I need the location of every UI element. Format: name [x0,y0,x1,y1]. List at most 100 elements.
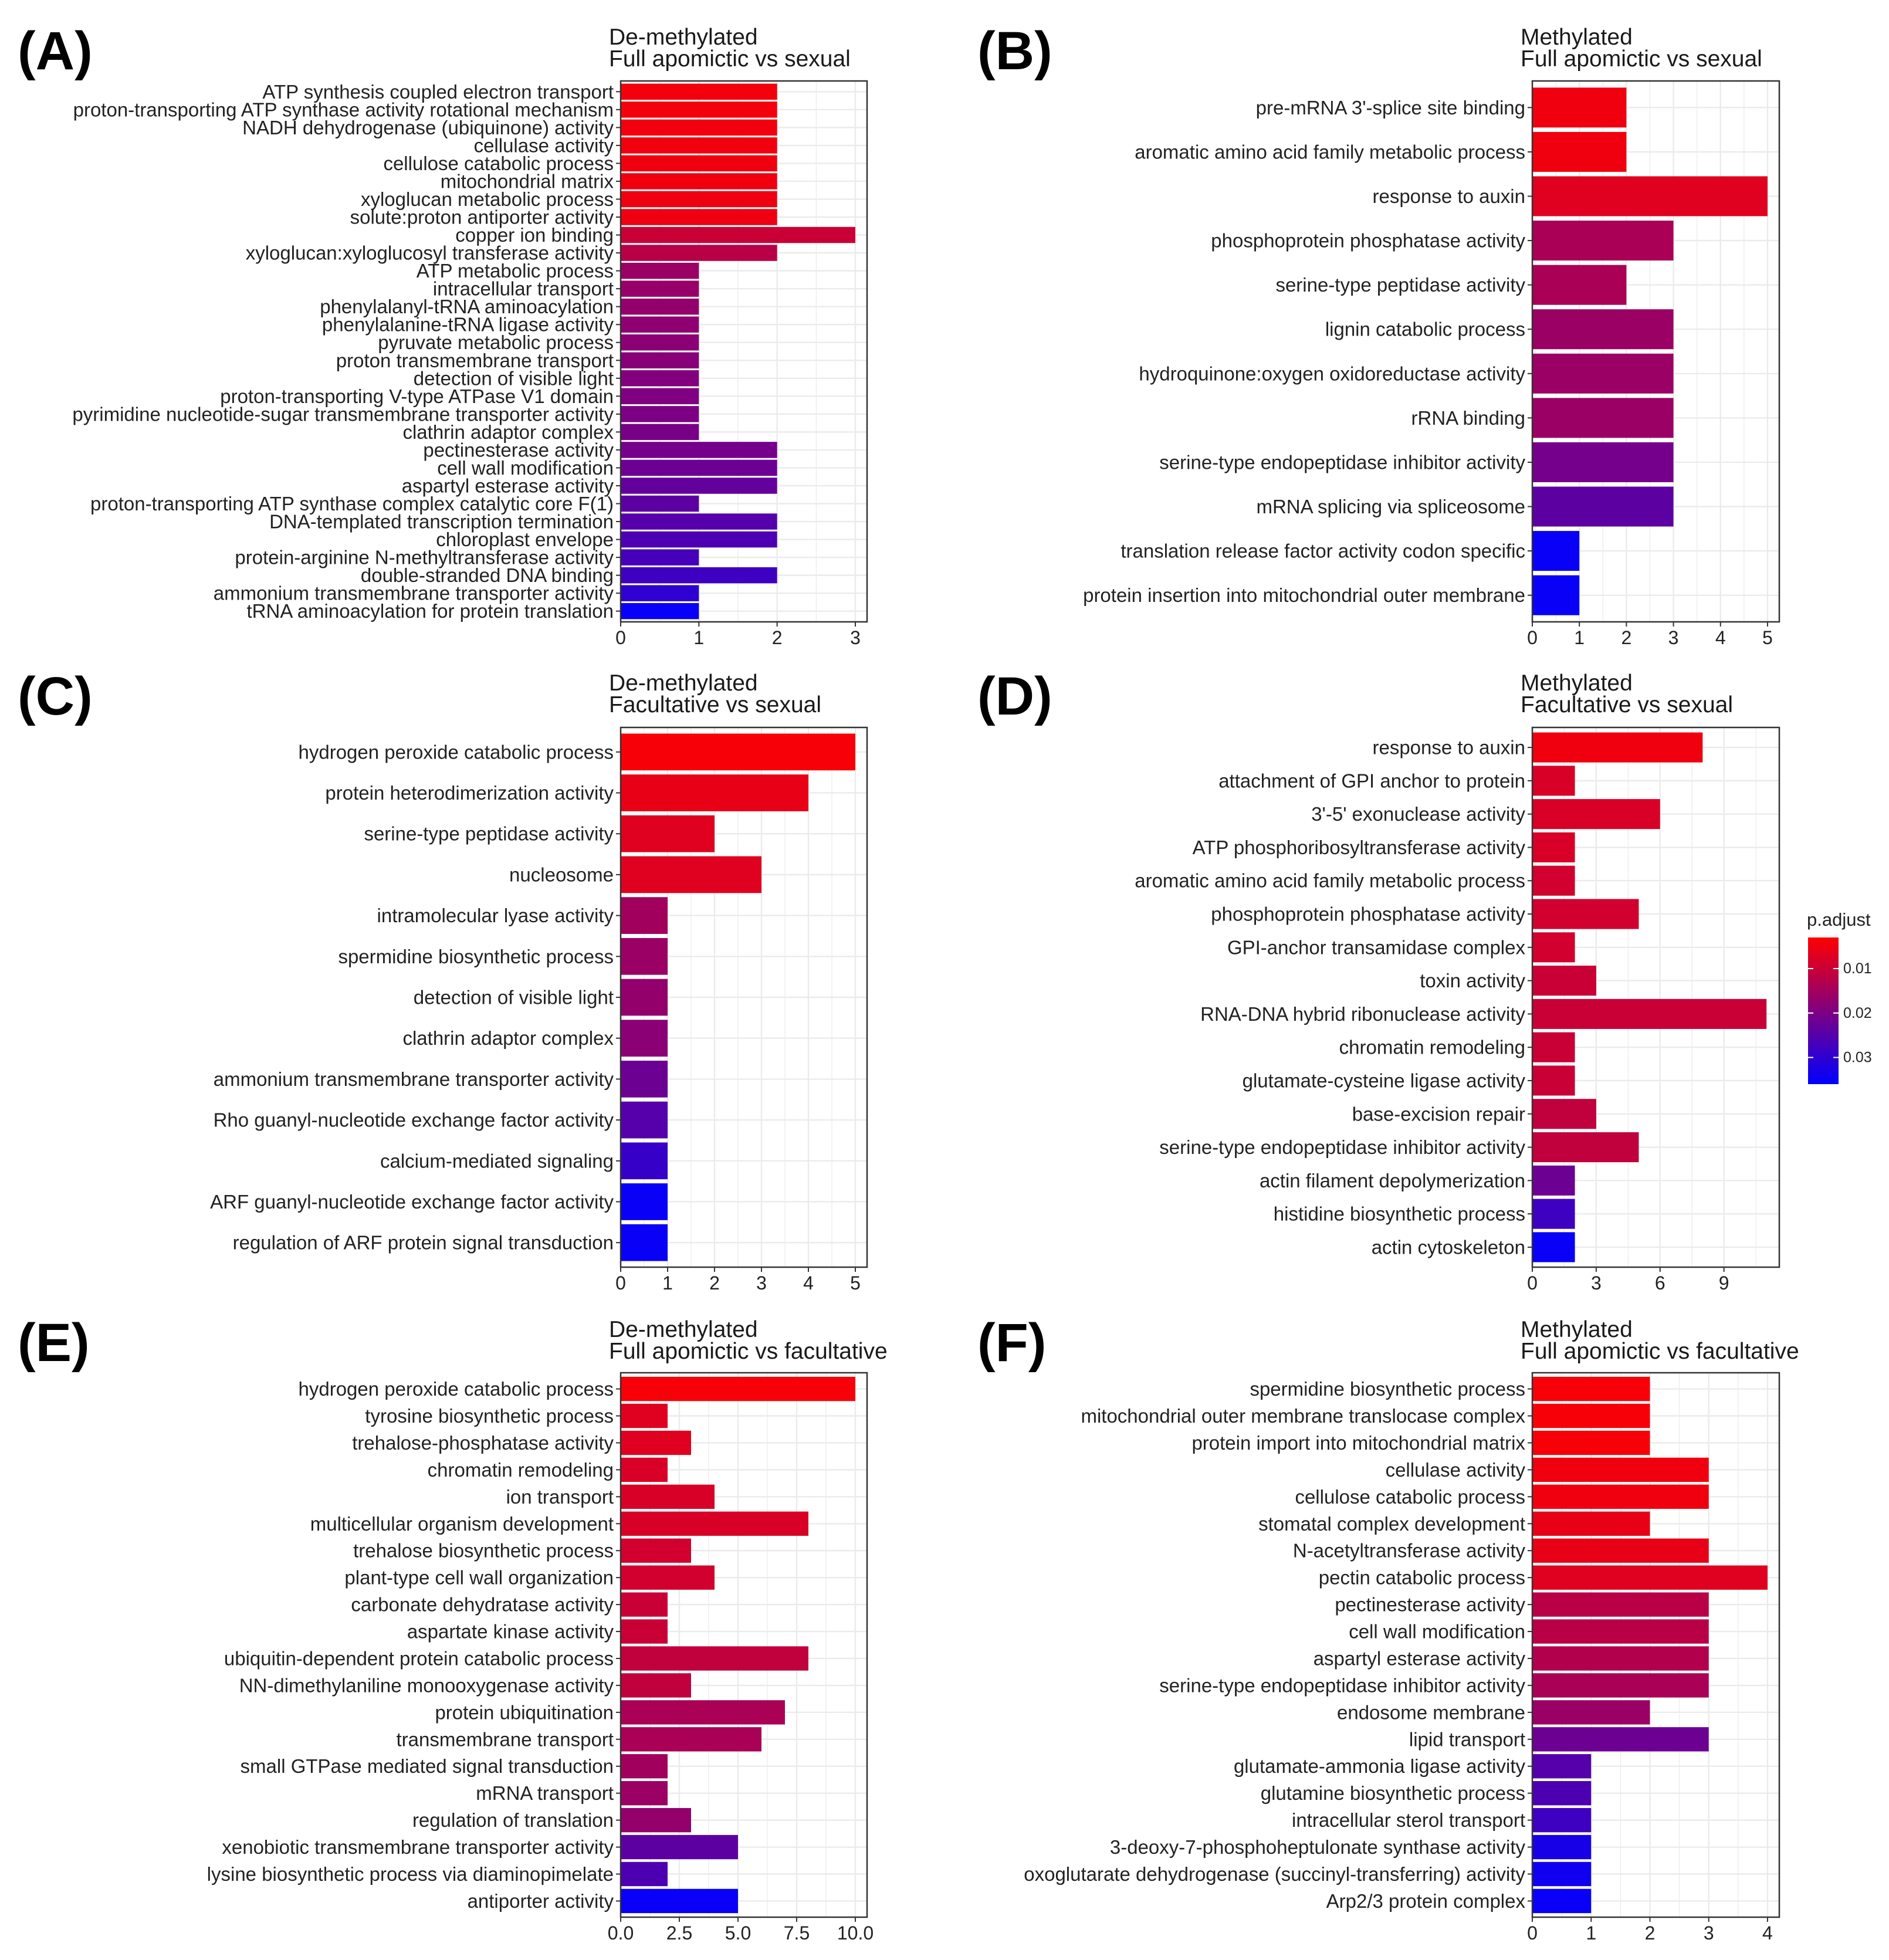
category-label: lysine biosynthetic process via diaminop… [207,1863,614,1885]
category-label: lipid transport [1409,1728,1525,1750]
bar-atp-synthesis-coupled-electron-transport [621,83,777,100]
bar-glutamate-cysteine-ligase-activity [1532,1065,1575,1096]
category-label: chromatin remodeling [1339,1037,1525,1058]
category-label: stomatal complex development [1258,1513,1525,1535]
category-label: response to auxin [1372,737,1525,759]
category-label: NN-dimethylaniline monooxygenase activit… [239,1674,614,1696]
category-label: endosome membrane [1337,1701,1525,1723]
bar-glutamine-biosynthetic-process [1532,1781,1592,1806]
category-label: mitochondrial matrix [441,170,614,192]
category-label: xyloglucan metabolic process [361,188,614,210]
panel-subtitle: Full apomictic vs facultative [1521,1339,1799,1364]
x-tick-label: 1 [1574,627,1585,648]
bar-serine-type-endopeptidase-inhibitor-activity [1532,1132,1639,1163]
bar-aromatic-amino-acid-family-metabolic-process [1532,131,1627,172]
category-label: translation release factor activity codo… [1120,540,1525,562]
bar-antiporter-activity [621,1888,738,1914]
bar-pyruvate-metabolic-process [621,334,699,351]
bar-chloroplast-envelope [621,531,777,548]
bar-3-deoxy-7-phosphoheptulonate-synthase-activity [1532,1834,1592,1860]
bar-protein-heterodimerization-activity [621,774,808,811]
bar-proton-transporting-atp-synthase-activity-rotational-mechani [621,101,777,118]
legend-tick-label: 0.02 [1843,1005,1872,1021]
category-label: spermidine biosynthetic process [1250,1378,1525,1400]
category-label: phenylalanine-tRNA ligase activity [322,314,614,336]
legend-tick-label: 0.03 [1843,1050,1872,1066]
x-tick-label: 0 [1527,627,1538,648]
category-label: ATP metabolic process [417,260,614,282]
x-tick-label: 2 [772,627,783,648]
category-label: response to auxin [1372,185,1525,207]
category-label: serine-type endopeptidase inhibitor acti… [1159,1674,1525,1696]
category-label: mRNA transport [476,1782,614,1804]
bar-ammonium-transmembrane-transporter-activity [621,585,699,601]
category-label: DNA-templated transcription termination [269,511,614,533]
category-label: small GTPase mediated signal transductio… [241,1755,614,1777]
plot-border [619,80,868,623]
bar-cellulase-activity [621,137,777,154]
category-label: ARF guanyl-nucleotide exchange factor ac… [210,1191,614,1213]
category-label: NADH dehydrogenase (ubiquinone) activity [242,117,614,138]
bar-cellulase-activity [1532,1457,1709,1482]
category-label: chloroplast envelope [436,529,614,550]
x-tick-label: 2.5 [666,1922,692,1944]
category-label: pectin catabolic process [1319,1567,1525,1589]
bar-calcium-mediated-signaling [621,1142,668,1180]
legend-tick-label: 0.01 [1843,960,1872,977]
bar-protein-import-into-mitochondrial-matrix [1532,1430,1650,1455]
category-label: lignin catabolic process [1325,319,1525,340]
bar-translation-release-factor-activity-codon-specific [1532,531,1580,571]
category-label: protein import into mitochondrial matrix [1191,1432,1525,1454]
x-tick-label: 3 [850,627,861,648]
panel-subtitle: Full apomictic vs sexual [609,46,851,72]
panel-subtitle: Facultative vs sexual [609,692,821,717]
bar-rho-guanyl-nucleotide-exchange-factor-activity [621,1101,668,1139]
category-label: cell wall modification [437,457,614,479]
x-tick-label: 1 [693,627,704,648]
panel-letter: (D) [977,666,1052,726]
category-label: N-acetyltransferase activity [1293,1540,1526,1562]
bar-serine-type-endopeptidase-inhibitor-activity [1532,1673,1709,1698]
bar-cell-wall-modification [621,459,777,476]
legend-title: p.adjust [1807,909,1871,930]
x-tick-label: 2 [709,1272,720,1294]
panel-letter: (A) [18,21,93,81]
x-tick-label: 0 [615,627,626,648]
bar-nucleosome [621,856,761,893]
bar-hydrogen-peroxide-catabolic-process [621,733,855,771]
category-label: protein insertion into mitochondrial out… [1083,584,1525,606]
category-label: glutamate-ammonia ligase activity [1234,1755,1526,1777]
bar-cell-wall-modification [1532,1619,1709,1644]
category-label: rRNA binding [1411,407,1525,429]
bar-nadh-dehydrogenase-ubiquinone-activity [621,119,777,136]
bar-atp-metabolic-process [621,262,699,279]
category-label: intracellular transport [433,278,614,300]
legend-colorbar [1808,937,1839,1084]
bar-xyloglucan-metabolic-process [621,191,777,208]
category-label: proton-transporting V-type ATPase V1 dom… [220,385,614,407]
bar-nn-dimethylaniline-monooxygenase-activity [621,1673,691,1698]
category-label: cell wall modification [1349,1621,1525,1643]
bar-toxin-activity [1532,966,1596,996]
bar-gpi-anchor-transamidase-complex [1532,932,1575,963]
category-label: serine-type endopeptidase inhibitor acti… [1159,1136,1525,1158]
bar-3-5-exonuclease-activity [1532,799,1660,830]
category-label: trehalose-phosphatase activity [352,1432,614,1454]
bar-rna-dna-hybrid-ribonuclease-activity [1532,998,1767,1029]
bar-mitochondrial-outer-membrane-translocase-complex [1532,1403,1650,1428]
category-label: actin cytoskeleton [1372,1236,1525,1258]
bar-proton-transporting-v-type-atpase-v1-domain [621,388,699,405]
x-tick-label: 0 [615,1272,626,1294]
bar-base-excision-repair [1532,1099,1596,1129]
bar-pyrimidine-nucleotide-sugar-transmembrane-transporter-activi [621,406,699,422]
bar-ammonium-transmembrane-transporter-activity [621,1061,668,1098]
category-label: double-stranded DNA binding [361,564,614,586]
category-label: regulation of translation [412,1809,614,1831]
bar-glutamate-ammonia-ligase-activity [1532,1754,1592,1779]
bar-actin-filament-depolymerization [1532,1165,1575,1196]
x-tick-label: 0 [1527,1922,1538,1944]
x-tick-label: 6 [1655,1272,1665,1294]
bar-dna-templated-transcription-termination [621,513,777,530]
